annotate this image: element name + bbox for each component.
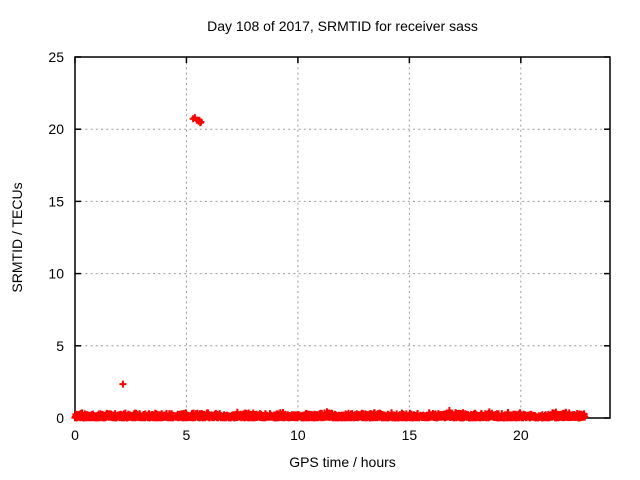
y-tick-label-25: 25 bbox=[48, 49, 64, 65]
x-tick-label-5: 5 bbox=[183, 427, 191, 443]
y-tick-label-20: 20 bbox=[48, 121, 64, 137]
data-points bbox=[71, 114, 589, 422]
y-tick-label-10: 10 bbox=[48, 266, 64, 282]
x-tick-label-20: 20 bbox=[513, 427, 529, 443]
x-axis-label: GPS time / hours bbox=[289, 454, 396, 470]
y-tick-labels: 0 5 10 15 20 25 bbox=[48, 49, 64, 426]
chart-title: Day 108 of 2017, SRMTID for receiver sas… bbox=[207, 18, 478, 34]
scatter-series-0 bbox=[71, 407, 589, 422]
x-tick-label-0: 0 bbox=[71, 427, 79, 443]
y-tick-label-0: 0 bbox=[56, 410, 64, 426]
y-axis-label: SRMTID / TECUs bbox=[9, 182, 25, 292]
x-tick-labels: 0 5 10 15 20 bbox=[71, 427, 529, 443]
y-tick-label-5: 5 bbox=[56, 338, 64, 354]
y-tick-label-15: 15 bbox=[48, 193, 64, 209]
x-tick-label-10: 10 bbox=[290, 427, 306, 443]
scatter-series-1 bbox=[119, 114, 205, 388]
x-tick-label-15: 15 bbox=[402, 427, 418, 443]
